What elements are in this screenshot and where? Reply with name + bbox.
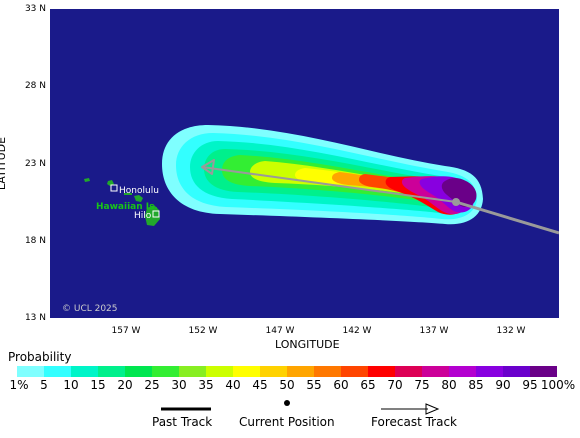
- legend-tick-label: 80: [441, 378, 457, 392]
- track-key: [161, 400, 440, 415]
- hilo-label: Hilo: [134, 211, 152, 221]
- legend-tick-label: 45: [252, 378, 268, 392]
- lon-label-137w: 137 W: [419, 326, 449, 336]
- honolulu-label: Honolulu: [119, 186, 159, 196]
- legend-tick-label: 100%: [540, 378, 576, 392]
- strike-probability-map: Honolulu Hawaiian Is. Hilo © UCL 2025: [50, 9, 559, 318]
- legend-title: Probability: [8, 350, 72, 364]
- legend-tick-label: 15: [90, 378, 106, 392]
- island-molokai: [124, 193, 132, 195]
- legend-color-cell: [341, 366, 368, 377]
- x-axis-title: LONGITUDE: [275, 338, 340, 351]
- legend-color-cell: [530, 366, 557, 377]
- legend-tick-label: 70: [387, 378, 403, 392]
- legend-color-cell: [152, 366, 179, 377]
- lon-label-152w: 152 W: [188, 326, 218, 336]
- current-position-label: Current Position: [239, 415, 335, 429]
- island-kauai: [84, 178, 90, 182]
- legend-tick-label: 25: [144, 378, 160, 392]
- legend-tick-label: 5: [40, 378, 48, 392]
- current-position-marker: [452, 198, 460, 206]
- legend-color-cell: [71, 366, 98, 377]
- legend-color-cell: [179, 366, 206, 377]
- legend-color-cell: [395, 366, 422, 377]
- legend-color-cell: [233, 366, 260, 377]
- lat-label-28n: 28 N: [24, 81, 46, 91]
- past-track-label: Past Track: [152, 415, 213, 429]
- lat-label-33n: 33 N: [24, 4, 46, 14]
- legend-color-cell: [17, 366, 44, 377]
- lat-label-23n: 23 N: [24, 159, 46, 169]
- legend-tick-label: 95: [522, 378, 538, 392]
- probability-color-scale: [17, 366, 557, 377]
- hawaiian-islands-label: Hawaiian Is.: [96, 202, 158, 212]
- legend-color-cell: [98, 366, 125, 377]
- legend-color-cell: [503, 366, 530, 377]
- legend-color-cell: [422, 366, 449, 377]
- legend-color-cell: [449, 366, 476, 377]
- forecast-track-label: Forecast Track: [371, 415, 457, 429]
- probability-swath: [162, 125, 483, 225]
- legend-color-cell: [206, 366, 233, 377]
- current-position-key-dot: [284, 400, 290, 406]
- legend-tick-label: 30: [171, 378, 187, 392]
- legend-tick-label: 75: [414, 378, 430, 392]
- legend-tick-label: 35: [198, 378, 214, 392]
- lat-label-13n: 13 N: [24, 313, 46, 323]
- legend-tick-label: 90: [495, 378, 511, 392]
- hilo-marker: [152, 210, 160, 218]
- legend-color-cell: [368, 366, 395, 377]
- legend-tick-label: 55: [306, 378, 322, 392]
- honolulu-marker: [110, 184, 118, 192]
- legend-tick-label: 65: [360, 378, 376, 392]
- legend-tick-label: 60: [333, 378, 349, 392]
- legend-color-cell: [44, 366, 71, 377]
- lon-label-157w: 157 W: [111, 326, 141, 336]
- legend-tick-label: 50: [279, 378, 295, 392]
- legend-color-cell: [476, 366, 503, 377]
- forecast-track-line: [201, 166, 457, 203]
- lon-label-132w: 132 W: [496, 326, 526, 336]
- island-maui: [134, 195, 143, 202]
- forecast-track-arrowhead: [201, 159, 215, 175]
- lon-label-142w: 142 W: [342, 326, 372, 336]
- legend-color-cell: [287, 366, 314, 377]
- copyright-label: © UCL 2025: [62, 304, 118, 314]
- legend-tick-label: 20: [117, 378, 133, 392]
- forecast-track-key-arrowhead: [425, 403, 440, 415]
- legend-color-cell: [125, 366, 152, 377]
- place-markers: [110, 184, 160, 218]
- lat-label-18n: 18 N: [24, 236, 46, 246]
- legend-tick-label: 40: [225, 378, 241, 392]
- legend-color-cell: [260, 366, 287, 377]
- y-axis-title: LATITUDE: [0, 136, 9, 191]
- legend-tick-label: 10: [63, 378, 79, 392]
- legend-tick-label: 1%: [9, 378, 29, 392]
- legend-color-cell: [314, 366, 341, 377]
- lon-label-147w: 147 W: [265, 326, 295, 336]
- legend-tick-label: 85: [468, 378, 484, 392]
- past-track: [455, 200, 559, 235]
